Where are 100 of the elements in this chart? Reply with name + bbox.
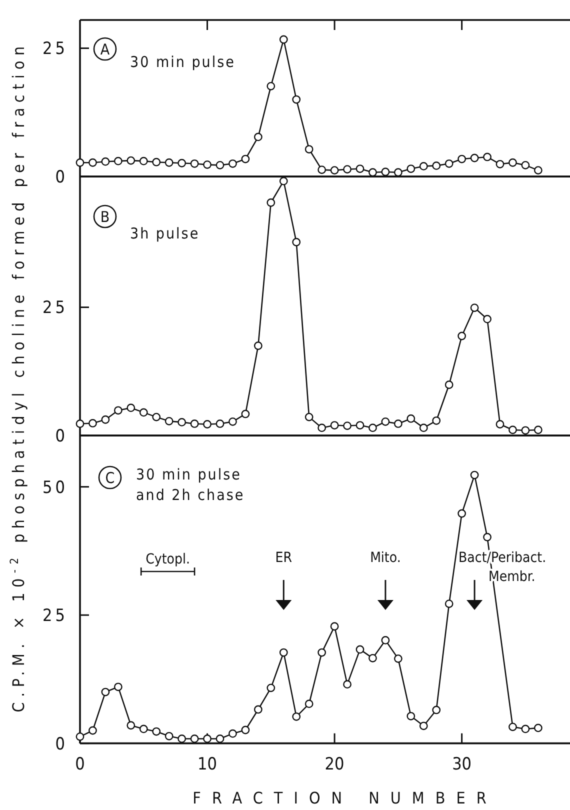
point [228, 417, 237, 426]
point [101, 688, 110, 696]
point [279, 176, 288, 186]
point [178, 418, 186, 426]
point [114, 406, 122, 415]
point [76, 158, 84, 167]
point [458, 154, 466, 164]
point [190, 420, 199, 428]
point [483, 152, 492, 162]
point [381, 168, 390, 176]
point [419, 722, 428, 730]
annotation: C [105, 468, 115, 487]
point [88, 158, 97, 167]
point [356, 164, 364, 173]
point [203, 420, 212, 428]
point [139, 724, 148, 734]
point [521, 160, 530, 170]
y-tick-label: 0 [55, 426, 68, 446]
point [330, 421, 339, 430]
point [534, 166, 542, 175]
point [228, 159, 237, 168]
x-tick-label: 10 [198, 754, 218, 774]
point [228, 729, 237, 738]
point [356, 421, 364, 430]
x-tick-label: 0 [75, 754, 85, 774]
point [330, 166, 339, 175]
annotation: A [100, 40, 110, 58]
point [432, 706, 441, 714]
point [190, 734, 199, 743]
point [254, 705, 262, 714]
point [534, 724, 542, 732]
point [368, 654, 377, 662]
point [152, 158, 161, 166]
point [432, 416, 441, 425]
x-tick-label: 30 [452, 754, 472, 774]
point [483, 532, 492, 542]
point [292, 95, 301, 104]
point [394, 168, 402, 177]
point [178, 734, 186, 743]
point [508, 426, 517, 434]
point [88, 726, 97, 735]
point [190, 159, 199, 168]
point [318, 648, 326, 657]
y-tick-label: 0 [55, 734, 68, 754]
point [496, 420, 504, 428]
point [534, 426, 542, 434]
point [406, 712, 416, 720]
point [343, 422, 352, 430]
point [152, 412, 161, 422]
point [114, 156, 122, 166]
y-tick-label: 25 [42, 39, 68, 60]
annotation: ER [275, 550, 292, 566]
point [266, 684, 276, 692]
point [521, 426, 530, 435]
point [126, 721, 136, 730]
point [318, 166, 326, 174]
point [458, 332, 466, 340]
point [368, 424, 377, 432]
y-tick-label: 50 [42, 478, 68, 498]
point [164, 732, 174, 740]
point [266, 82, 276, 90]
point [508, 722, 517, 732]
point [470, 154, 479, 162]
annotation: Mito. [370, 550, 401, 566]
point [368, 168, 377, 177]
x-tick-label: 20 [324, 754, 344, 774]
point [304, 700, 314, 708]
point [178, 158, 186, 168]
point [381, 636, 390, 644]
point [216, 420, 224, 428]
y-tick-label: 25 [42, 298, 68, 318]
annotation: 30 min pulse [130, 53, 236, 71]
point [394, 420, 402, 428]
point [76, 420, 84, 428]
point [101, 415, 110, 424]
point [114, 682, 122, 692]
x-axis-title: FRACTION NUMBER [192, 788, 498, 808]
point [406, 164, 416, 173]
point [101, 157, 110, 166]
point [76, 732, 84, 741]
point [343, 680, 352, 689]
annotation: B [100, 208, 110, 226]
point [216, 160, 224, 170]
point [318, 424, 326, 432]
point [419, 424, 428, 432]
point [292, 238, 301, 246]
point [164, 416, 174, 426]
point [470, 470, 479, 480]
point [126, 156, 136, 165]
point [279, 648, 288, 657]
point [279, 35, 288, 44]
point [126, 404, 136, 412]
point [406, 414, 416, 423]
point [152, 727, 161, 736]
point [216, 734, 224, 743]
point [292, 712, 301, 721]
point [241, 154, 250, 164]
point [203, 160, 212, 169]
point [330, 622, 339, 631]
point [356, 645, 364, 654]
